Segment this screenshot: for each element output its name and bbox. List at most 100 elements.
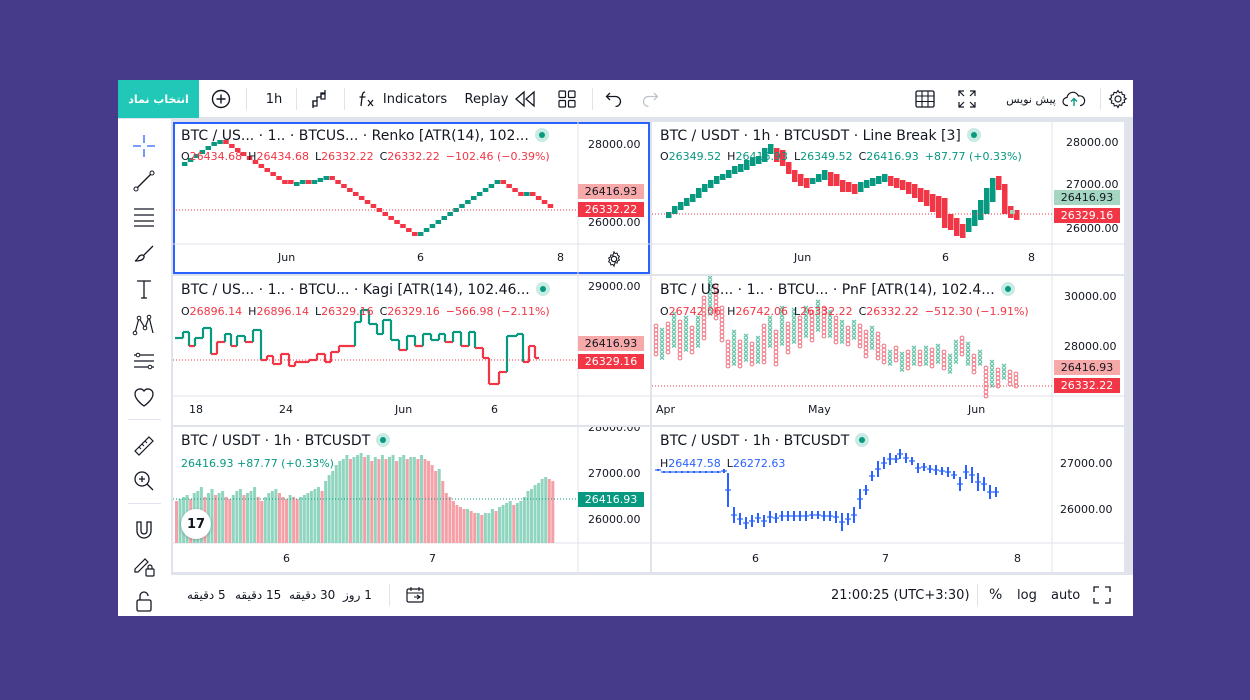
data-window-button[interactable] [912,80,938,118]
trendline-tool[interactable] [130,167,158,195]
pnf-x [779,333,785,338]
percent-toggle[interactable]: % [989,587,1003,603]
linebreak-box [732,166,738,174]
compare-button[interactable] [206,80,236,118]
symbol-title[interactable]: BTC / USDT · 1h · BTCUSDT · Line Break [… [660,128,961,144]
ohlc-key: H [248,305,257,318]
pnf-x [767,343,773,348]
range-30m[interactable]: 30 دقیقه [289,588,336,602]
indicators-button[interactable]: Indicators [356,80,448,118]
pattern-tool[interactable] [130,311,158,339]
chart-pane-renko[interactable]: BTC / US... · 1.. · BTCUS... · Renko [AT… [173,122,650,274]
log-toggle[interactable]: log [1017,587,1037,603]
pnf-o [875,351,881,357]
brush-tool[interactable] [130,239,158,267]
renko-brick [193,154,200,158]
pnf-o [1007,373,1013,379]
volume-column [409,457,413,543]
market-status-icon [1000,282,1015,296]
symbol-title[interactable]: BTC / USDT · 1h · BTCUSDT [660,433,850,449]
pnf-o [809,317,815,323]
pnf-o [725,343,731,349]
pnf-o [857,343,863,349]
fib-tool[interactable] [130,203,158,231]
linebreak-box [684,198,690,206]
text-tool[interactable] [130,275,158,303]
prediction-tool[interactable] [130,347,158,375]
symbol-title[interactable]: BTC / USDT · 1h · BTCUSDT [181,433,371,449]
pnf-o [677,319,683,325]
fullscreen-button[interactable] [954,80,980,118]
linebreak-box [918,188,924,202]
favorites-tool[interactable] [130,383,158,411]
pnf-x [659,343,665,348]
pnf-x [671,319,677,324]
chart-style-button[interactable] [306,80,334,118]
range-5m[interactable]: 5 دقیقه [187,588,226,602]
symbol-title[interactable]: BTC / US... · 1.. · BTCU... · PnF [ATR(1… [660,282,995,298]
pnf-x [887,349,893,354]
pnf-o [959,351,965,357]
pnf-o [725,351,731,357]
pnf-x [743,333,749,338]
pnf-x [827,313,833,318]
settings-button[interactable] [1106,80,1130,118]
interval-button[interactable]: 1h [265,91,283,107]
price-axis-label: 26000.00 [588,216,641,229]
measure-tool[interactable] [130,432,158,460]
zoom-tool[interactable] [130,467,158,495]
pnf-o [689,345,695,351]
lock-tool[interactable] [130,587,158,615]
pnf-x [851,331,857,336]
volume-column [540,479,544,543]
chart-pane-hlc[interactable]: BTC / USDT · 1h · BTCUSDT H26447.58 L26272… [652,427,1124,572]
publish-button[interactable]: پیش نویس [998,80,1094,118]
volume-column [267,493,271,543]
goto-date-button[interactable] [405,575,425,615]
ohlc-key: O [181,150,190,163]
time-axis-label: 6 [491,403,498,416]
pnf-x [803,321,809,326]
indicators-label: Indicators [382,91,448,107]
change-value: −102.46 (−0.39%) [445,150,550,163]
volume-column [246,493,249,543]
replay-button[interactable]: Replay [460,80,542,118]
divider [246,88,247,110]
layout-button[interactable] [554,80,580,118]
pnf-o [971,369,977,375]
time-axis-label: Jun [395,403,413,416]
chart-canvas [652,276,1124,425]
symbol-search-button[interactable]: انتخاب نماد [118,80,199,118]
pnf-o [737,343,743,349]
range-15m[interactable]: 15 دقیقه [235,588,282,602]
market-status-icon [535,282,550,296]
range-1d[interactable]: 1 روز [343,588,372,602]
volume-column [512,505,516,543]
crosshair-tool[interactable] [130,132,158,160]
chart-pane-kagi[interactable]: BTC / US... · 1.. · BTCU... · Kagi [ATR(… [173,276,650,425]
pnf-x [755,355,761,360]
chart-pane-columns[interactable]: BTC / USDT · 1h · BTCUSDT 26416.93 +87.77… [173,427,650,572]
heart-icon [134,388,154,407]
redo-button[interactable] [638,80,662,118]
gear-icon[interactable] [605,250,623,268]
lock-drawings-tool[interactable] [130,552,158,580]
maximize-button[interactable] [1093,575,1111,615]
time-axis-label: Apr [656,403,676,416]
pnf-x [671,343,677,348]
auto-toggle[interactable]: auto [1051,587,1081,603]
volume-column [405,459,409,543]
pnf-o [737,355,743,361]
symbol-title[interactable]: BTC / US... · 1.. · BTCU... · Kagi [ATR(… [181,282,530,298]
chart-pane-linebreak[interactable]: BTC / USDT · 1h · BTCUSDT · Line Break [… [652,122,1124,274]
clock-timezone[interactable]: 21:00:25 (UTC+3:30) [831,587,970,603]
magnet-tool[interactable] [130,516,158,544]
undo-button[interactable] [602,80,626,118]
pnf-x [869,345,875,350]
chart-pane-pnf[interactable]: BTC / US... · 1.. · BTCU... · PnF [ATR(1… [652,276,1124,425]
volume-column [434,471,438,543]
pnf-o [1007,377,1013,383]
pnf-x [659,355,665,360]
renko-brick [400,224,406,228]
symbol-title[interactable]: BTC / US... · 1.. · BTCUS... · Renko [AT… [181,128,529,144]
